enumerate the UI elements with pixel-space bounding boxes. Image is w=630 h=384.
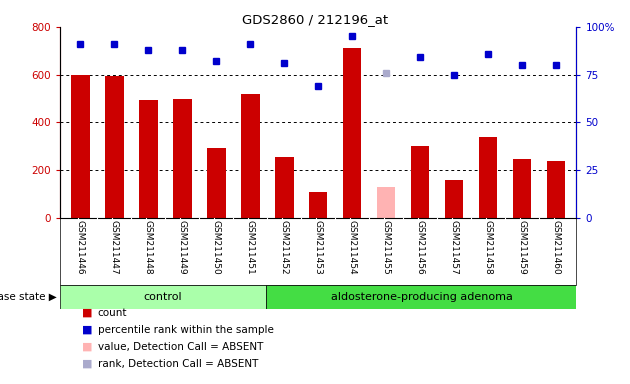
Bar — [139, 100, 158, 218]
Text: GSM211454: GSM211454 — [348, 220, 357, 275]
Text: ■: ■ — [82, 342, 93, 352]
Bar — [445, 180, 464, 218]
Text: ■: ■ — [82, 308, 93, 318]
Text: GSM211448: GSM211448 — [144, 220, 152, 275]
Text: percentile rank within the sample: percentile rank within the sample — [98, 325, 273, 335]
Text: control: control — [144, 292, 183, 302]
Text: count: count — [98, 308, 127, 318]
Text: disease state ▶: disease state ▶ — [0, 292, 57, 302]
Text: GSM211455: GSM211455 — [382, 220, 391, 275]
Text: GSM211458: GSM211458 — [484, 220, 493, 275]
Bar — [411, 146, 430, 218]
Bar — [479, 137, 498, 218]
Text: GSM211451: GSM211451 — [246, 220, 255, 275]
Text: GSM211459: GSM211459 — [518, 220, 527, 275]
Text: GSM211447: GSM211447 — [110, 220, 118, 275]
Bar — [275, 157, 294, 218]
Text: GSM211453: GSM211453 — [314, 220, 323, 275]
Text: GSM211456: GSM211456 — [416, 220, 425, 275]
Text: GSM211450: GSM211450 — [212, 220, 220, 275]
Text: value, Detection Call = ABSENT: value, Detection Call = ABSENT — [98, 342, 263, 352]
Bar — [241, 94, 260, 218]
Text: ■: ■ — [82, 325, 93, 335]
Text: GDS2860 / 212196_at: GDS2860 / 212196_at — [242, 13, 388, 26]
Text: GSM211460: GSM211460 — [551, 220, 561, 275]
Bar — [71, 74, 89, 218]
Bar — [207, 147, 226, 218]
Text: aldosterone-producing adenoma: aldosterone-producing adenoma — [331, 292, 512, 302]
Text: ■: ■ — [82, 359, 93, 369]
Text: rank, Detection Call = ABSENT: rank, Detection Call = ABSENT — [98, 359, 258, 369]
Bar — [513, 159, 532, 218]
Bar — [105, 76, 123, 218]
Text: GSM211452: GSM211452 — [280, 220, 289, 275]
Bar — [343, 48, 362, 218]
Bar — [547, 161, 565, 218]
Bar — [60, 285, 266, 309]
Bar — [266, 285, 576, 309]
Bar — [309, 192, 328, 218]
Bar — [377, 187, 396, 218]
Text: GSM211446: GSM211446 — [76, 220, 85, 275]
Bar — [173, 99, 192, 218]
Text: GSM211457: GSM211457 — [450, 220, 459, 275]
Text: GSM211449: GSM211449 — [178, 220, 186, 275]
